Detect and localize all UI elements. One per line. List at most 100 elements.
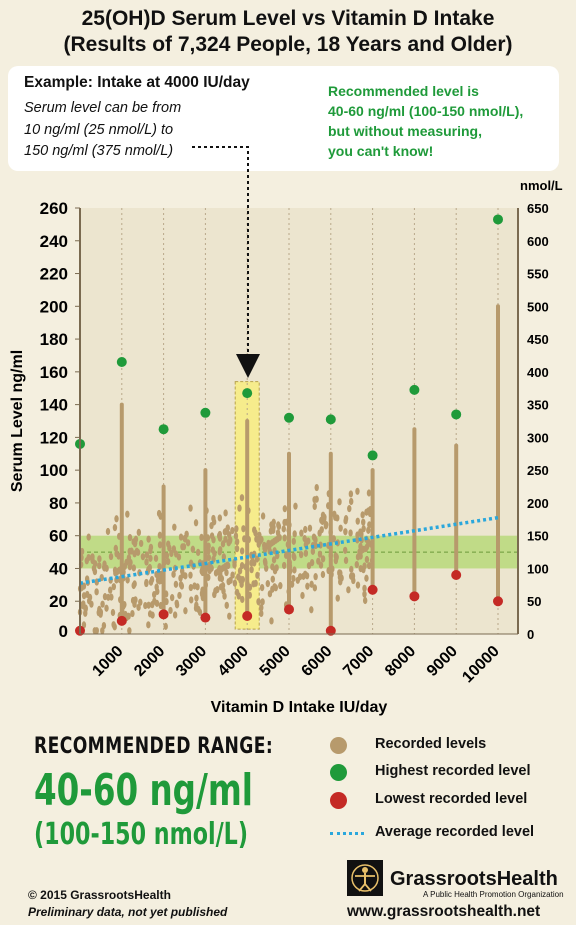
example-pointer-line (192, 146, 249, 355)
y2-tick-label: 0 (527, 627, 534, 642)
recorded-level-point (335, 594, 340, 602)
recorded-level-point (257, 531, 262, 539)
recorded-level-point (100, 600, 105, 608)
preliminary-note: Preliminary data, not yet published (28, 905, 228, 919)
recorded-level-point (278, 582, 283, 590)
recorded-level-point (361, 525, 366, 533)
recorded-level-point (190, 545, 196, 553)
recorded-level-point (87, 593, 93, 601)
logo-name: GrassrootsHealth (390, 868, 558, 890)
recorded-level-point (267, 590, 273, 598)
recorded-level-point (343, 556, 349, 564)
example-line-3: 150 ng/ml (375 nmol/L) (24, 143, 174, 159)
recorded-level-point (300, 591, 305, 600)
x-tick-label: 1000 (89, 643, 126, 680)
recorded-level-point (233, 532, 239, 540)
recorded-level-point (153, 554, 159, 562)
recorded-level-point (293, 502, 298, 510)
recorded-level-point (281, 525, 286, 533)
recorded-level-point (343, 528, 348, 536)
recorded-level-point (131, 538, 136, 546)
recorded-level-point (130, 609, 135, 618)
recorded-level-point (212, 590, 217, 599)
recorded-level-point (259, 609, 264, 618)
recorded-level-point (291, 552, 296, 560)
recorded-level-point (312, 502, 317, 510)
recorded-level-point (138, 598, 143, 606)
recorded-level-point (108, 552, 114, 561)
y2-tick-label: 50 (527, 594, 541, 609)
recorded-level-point (154, 599, 160, 607)
recorded-level-point (253, 579, 258, 587)
legend-highest-label: Highest recorded level (375, 763, 531, 779)
x-tick-label: 6000 (298, 643, 335, 680)
recorded-level-point (249, 559, 254, 567)
recorded-level-point (364, 574, 369, 582)
recorded-level-point (146, 535, 151, 543)
recorded-level-point (111, 583, 117, 591)
y-tick-label: 260 (40, 199, 68, 218)
recorded-level-point (171, 570, 176, 578)
y-tick-label: 220 (40, 265, 68, 284)
recorded-level-point (348, 529, 353, 537)
example-callout: Example: Intake at 4000 IU/day Serum lev… (8, 66, 559, 171)
recorded-level-point (348, 497, 354, 506)
y2-tick-label: 600 (527, 234, 549, 249)
recorded-level-point (94, 588, 99, 596)
recorded-level-point (106, 593, 111, 601)
recorded-level-point (227, 612, 232, 620)
recorded-level-point (97, 555, 102, 563)
chart-title-line1: 25(OH)D Serum Level vs Vitamin D Intake (81, 7, 495, 30)
recorded-level-point (143, 601, 148, 610)
recorded-level-point (92, 568, 98, 576)
recorded-level-point (310, 547, 316, 555)
recorded-level-point (113, 544, 119, 552)
legend-average-swatch (330, 832, 364, 835)
recorded-level-point (362, 584, 367, 592)
highest-recorded-point (242, 388, 253, 399)
recorded-level-point (97, 605, 102, 613)
legend-recorded-swatch (330, 737, 347, 754)
recorded-level-point (265, 580, 271, 588)
recorded-level-point (355, 517, 360, 525)
recorded-level-point (346, 586, 351, 594)
recorded-level-point (361, 518, 366, 526)
recorded-level-point (230, 526, 235, 535)
recorded-level-point (116, 552, 121, 560)
recorded-level-point (226, 539, 231, 547)
recorded-level-point (256, 540, 261, 548)
recorded-level-point (355, 581, 361, 589)
recorded-level-point (89, 554, 95, 562)
chart-title-line2: (Results of 7,324 People, 18 Years and O… (63, 33, 513, 56)
recorded-level-point (140, 553, 146, 561)
recorded-level-point (272, 567, 278, 575)
y-tick-label: 200 (40, 297, 68, 316)
recorded-level-point (178, 574, 183, 582)
recorded-level-point (312, 534, 317, 542)
recorded-level-point (347, 505, 352, 513)
recorded-level-point (313, 573, 318, 581)
recorded-level-point (155, 572, 160, 580)
recorded-level-point (324, 521, 329, 529)
recorded-level-point (355, 487, 360, 495)
recorded-level-point (125, 510, 130, 518)
legend-lowest-swatch (330, 792, 347, 809)
recorded-level-point (144, 551, 150, 559)
recorded-level-point (209, 532, 215, 540)
website-url[interactable]: www.grassrootshealth.net (347, 903, 541, 920)
recorded-level-point (298, 551, 304, 559)
lowest-recorded-point (158, 609, 169, 620)
lowest-recorded-point (284, 604, 294, 615)
recorded-level-point (144, 558, 149, 566)
recorded-level-point (334, 553, 339, 561)
recorded-level-point (256, 598, 261, 606)
recorded-level-point (154, 583, 159, 591)
recorded-level-point (240, 595, 245, 604)
recorded-level-point (134, 547, 140, 555)
recorded-level-point (302, 535, 307, 543)
recorded-level-point (277, 533, 282, 542)
recorded-level-point (309, 580, 314, 588)
recorded-level-point (271, 523, 276, 531)
y2-tick-label: 300 (527, 430, 549, 445)
recorded-level-point (358, 528, 363, 536)
